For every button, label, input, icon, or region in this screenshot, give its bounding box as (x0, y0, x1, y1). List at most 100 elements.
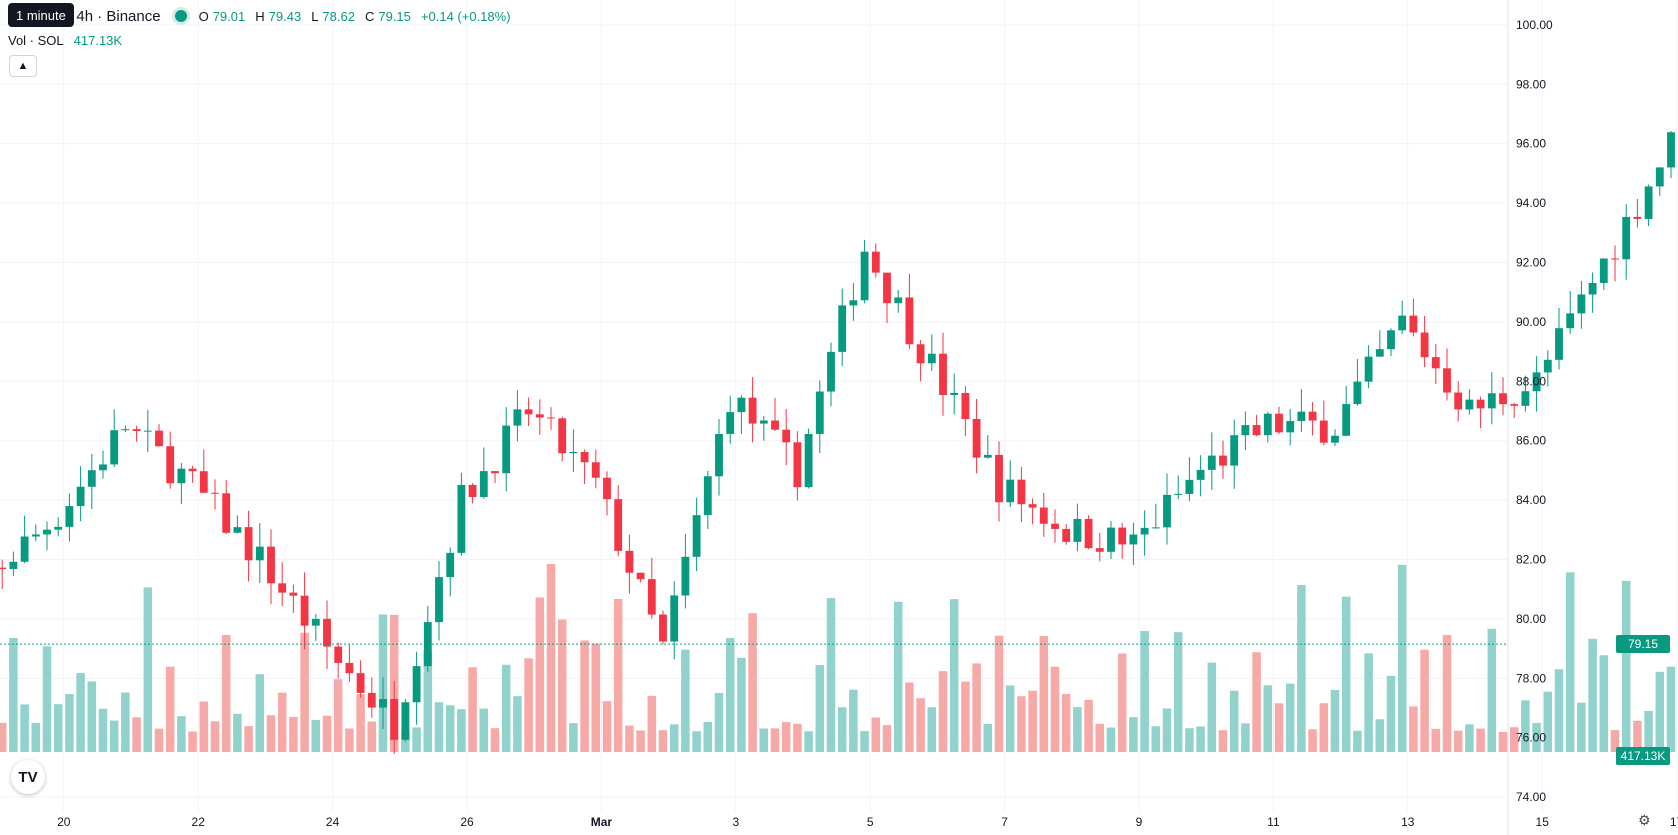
price-tick-label: 96.00 (1516, 137, 1546, 151)
candle-body (390, 699, 399, 740)
volume-bar (1140, 631, 1149, 752)
candle-body (838, 305, 847, 352)
candle-body (1241, 425, 1250, 436)
volume-bar (815, 665, 825, 752)
candle-body (1443, 368, 1451, 393)
candle-body (278, 583, 287, 593)
candle-body (345, 662, 354, 674)
candle-body (1308, 411, 1317, 421)
close-value: 79.15 (378, 8, 411, 24)
candlesticks (0, 131, 1675, 755)
volume-bar (53, 704, 63, 752)
volume-bar (725, 637, 735, 752)
volume-bar (1498, 731, 1508, 752)
volume-bar (1666, 666, 1676, 752)
volume-bar (557, 619, 567, 752)
candle-body (1476, 399, 1485, 409)
candle-body (524, 409, 533, 415)
candle-body (1532, 372, 1541, 392)
volume-bar (109, 720, 119, 752)
volume-bar (1375, 719, 1385, 752)
candle-body (244, 527, 253, 561)
candle-body (1107, 527, 1115, 552)
volume-bar (42, 646, 52, 752)
candle-body (87, 470, 96, 487)
volume-bar (457, 709, 466, 752)
candle-body (535, 414, 544, 418)
time-tick-label: 11 (1267, 815, 1280, 829)
volume-bar (333, 679, 343, 752)
volume-bar (569, 723, 578, 752)
volume-legend-label: Vol · SOL (8, 32, 64, 48)
volume-bar (949, 599, 959, 752)
volume-bar (994, 635, 1004, 752)
candle-body (1667, 132, 1675, 168)
candle-body (9, 561, 18, 570)
volume-bar (221, 634, 231, 752)
volume-bar (793, 723, 802, 752)
candle-body (1263, 413, 1272, 436)
tradingview-logo[interactable]: TV (11, 760, 45, 794)
gear-icon[interactable]: ⚙ (1638, 812, 1651, 828)
volume-bar (423, 650, 433, 752)
candle-body (356, 673, 365, 693)
volume-bar (849, 689, 858, 752)
price-tick-label: 90.00 (1516, 315, 1546, 329)
candle-body (1387, 330, 1395, 350)
open-key: O (198, 8, 209, 24)
volume-bar (177, 716, 186, 752)
candle-body (99, 464, 107, 471)
candle-body (54, 526, 63, 530)
volume-bar (972, 663, 981, 752)
candle-body (1555, 328, 1563, 360)
high-value: 79.43 (268, 8, 302, 24)
candle-body (748, 397, 757, 424)
volume-bar (647, 695, 657, 752)
volume-bar (1017, 696, 1026, 752)
volume-bar (513, 696, 522, 752)
collapse-legend-button[interactable]: ▲ (9, 55, 37, 77)
volume-bar (1162, 708, 1172, 752)
volume-bar (837, 707, 847, 752)
volume-bar (602, 701, 612, 752)
volume-bar (1061, 693, 1071, 752)
candle-body (1185, 479, 1194, 494)
volume-bar (1330, 689, 1340, 752)
candle-body (76, 486, 85, 507)
candle-body (1644, 186, 1653, 219)
volume-bar (1543, 691, 1553, 752)
candle-body (143, 430, 152, 432)
volume-bar (759, 728, 769, 752)
candle-body (1611, 258, 1619, 260)
price-tick-label: 100.00 (1516, 18, 1553, 32)
volume-legend[interactable]: Vol · SOL 417.13K (8, 30, 122, 50)
candle-body (558, 418, 567, 454)
volume-bar (1353, 730, 1362, 752)
candle-body (110, 430, 119, 465)
volume-bar (703, 721, 713, 752)
candle-body (468, 484, 477, 498)
candle-body (1163, 494, 1171, 528)
volume-bar (669, 724, 679, 752)
candle-body (1151, 527, 1160, 529)
time-tick-label: 24 (326, 815, 340, 829)
volume-bar (524, 658, 533, 752)
chevron-up-icon: ▲ (17, 60, 29, 72)
candle-body (972, 419, 981, 458)
candle-body (457, 484, 466, 553)
volume-bar (1565, 572, 1575, 752)
candle-body (1006, 479, 1015, 503)
volume-bar (1487, 628, 1497, 752)
candle-body (591, 462, 600, 478)
volume-bar (905, 682, 914, 752)
candle-body (491, 471, 499, 474)
volume-bar (143, 587, 153, 752)
volume-bar (1241, 723, 1250, 752)
candle-body (1073, 518, 1082, 542)
candle-body (1375, 349, 1384, 357)
volume-bar (1386, 675, 1396, 752)
candle-body (670, 595, 679, 642)
candle-body (1577, 294, 1586, 314)
